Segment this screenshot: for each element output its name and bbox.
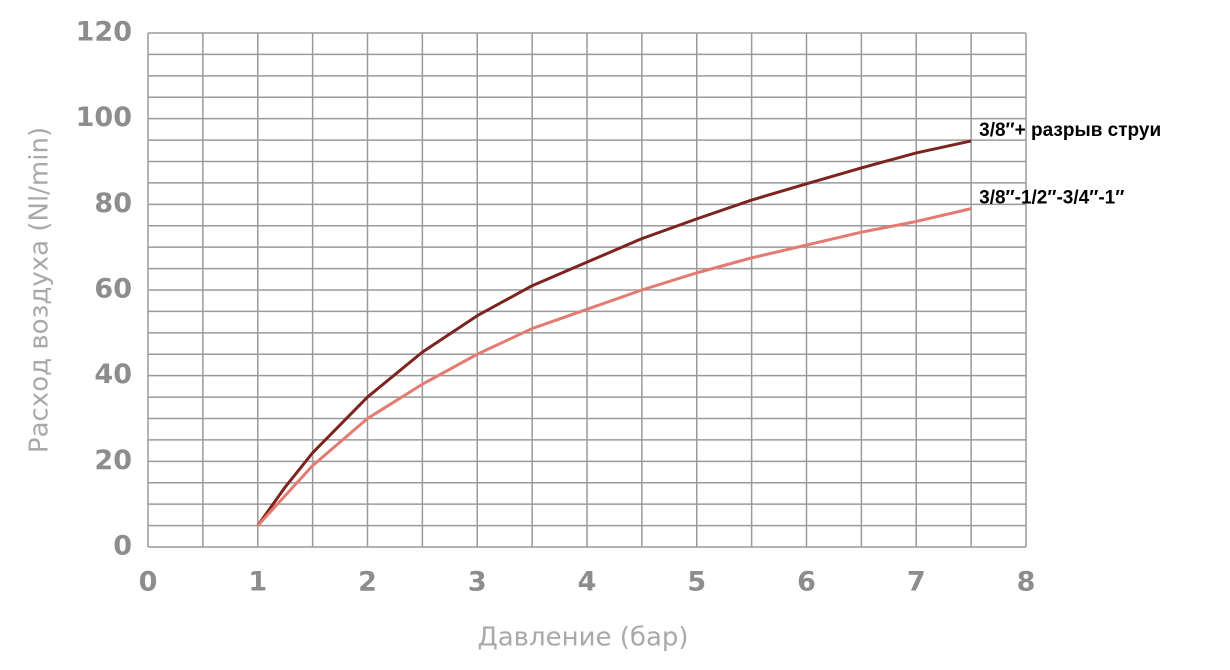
series-line: [256, 139, 972, 527]
x-tick-label: 1: [248, 567, 267, 598]
x-axis-title: Давление (бар): [477, 623, 688, 653]
y-tick-label: 80: [94, 188, 132, 219]
series-label: 3/8″+ разрыв струи: [979, 120, 1161, 141]
x-tick-label: 4: [578, 567, 597, 598]
y-axis-title: Расход воздуха (Nl/min): [25, 127, 55, 453]
x-tick-label: 3: [468, 567, 487, 598]
y-tick-label: 60: [94, 274, 132, 305]
y-tick-label: 20: [94, 445, 132, 476]
x-tick-label: 7: [907, 567, 926, 598]
x-tick-label: 6: [797, 567, 816, 598]
x-tick-label: 5: [687, 567, 706, 598]
y-tick-label: 40: [94, 359, 132, 390]
y-tick-label: 100: [76, 102, 132, 133]
series-label: 3/8″-1/2″-3/4″-1″: [979, 188, 1124, 209]
y-tick-label: 0: [113, 531, 132, 562]
y-tick-label: 120: [76, 17, 132, 48]
series-line: [256, 207, 972, 527]
x-tick-label: 0: [139, 567, 158, 598]
x-tick-label: 8: [1017, 567, 1036, 598]
x-tick-label: 2: [358, 567, 377, 598]
